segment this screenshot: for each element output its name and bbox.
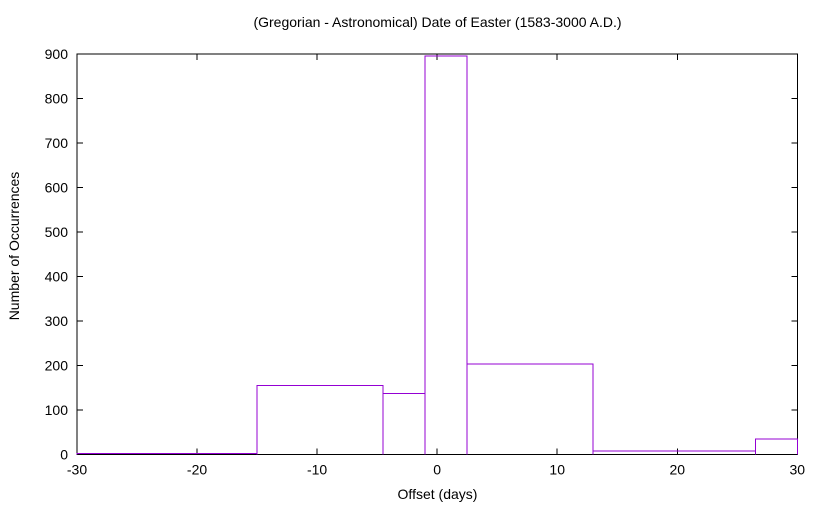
x-tick-label: -10 [307,461,327,477]
y-tick-label: 200 [45,357,69,373]
x-axis-title: Offset (days) [397,486,478,502]
y-tick-label: 0 [60,446,68,462]
x-tick-label: 10 [549,461,565,477]
x-tick-label: 20 [669,461,685,477]
x-tick-label: 0 [433,461,441,477]
x-tick-label: -30 [67,461,87,477]
plot-border [76,53,798,455]
y-tick-label: 400 [45,268,69,284]
y-tick-label: 300 [45,313,69,329]
histogram-outline [76,55,798,455]
y-tick-label: 600 [45,179,69,195]
chart-title: (Gregorian - Astronomical) Date of Easte… [253,14,622,30]
x-tick-label: -20 [187,461,207,477]
y-tick-label: 100 [45,402,69,418]
y-tick-label: 700 [45,135,69,151]
y-tick-label: 800 [45,90,69,106]
x-tick-label: 30 [790,461,806,477]
y-tick-label: 900 [45,46,69,62]
y-tick-label: 500 [45,224,69,240]
